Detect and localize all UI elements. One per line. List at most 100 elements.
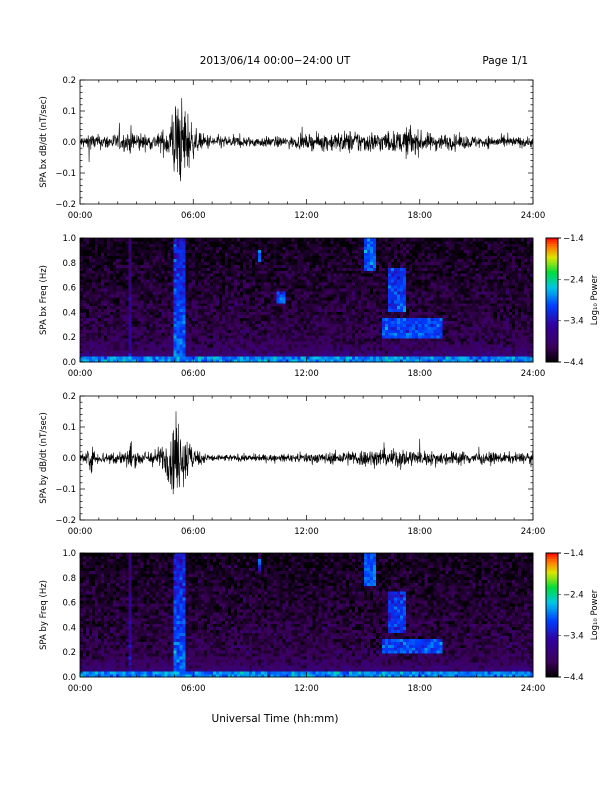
heat-cell <box>321 344 325 348</box>
heat-cell <box>86 317 90 321</box>
heat-cell <box>110 350 114 354</box>
heat-cell <box>372 353 377 357</box>
heat-cell <box>360 300 365 304</box>
heat-cell <box>339 279 344 283</box>
heat-cell <box>194 273 199 277</box>
heat-cell <box>415 261 419 265</box>
heat-cell <box>191 335 196 339</box>
heat-cell <box>378 276 383 280</box>
heat-cell <box>427 285 431 289</box>
heat-cell <box>348 238 353 242</box>
heat-cell <box>80 252 84 257</box>
heat-cell <box>203 246 208 251</box>
heat-cell <box>149 308 153 313</box>
heat-cell <box>237 302 241 307</box>
heat-cell <box>424 238 428 242</box>
heat-cell <box>92 246 96 251</box>
heat-cell <box>357 302 362 307</box>
heat-cell <box>330 240 334 245</box>
heat-cell <box>258 282 262 286</box>
heat-cell <box>237 300 241 304</box>
heat-cell <box>173 249 177 254</box>
heat-cell <box>333 344 337 348</box>
heat-cell <box>427 273 431 277</box>
heat-cell <box>406 249 410 254</box>
heat-cell <box>137 347 141 351</box>
heat-cell <box>128 300 132 304</box>
heat-cell <box>258 332 262 336</box>
heat-cell <box>267 261 271 265</box>
heat-cell <box>369 282 374 286</box>
heat-cell <box>258 300 262 304</box>
heat-cell <box>173 255 177 259</box>
heat-cell <box>276 323 280 327</box>
heat-cell <box>170 359 174 363</box>
heat-cell <box>378 285 383 289</box>
heat-cell <box>203 353 208 357</box>
heat-cell <box>95 353 99 357</box>
heat-cell <box>167 258 171 262</box>
heat-cell <box>240 270 244 274</box>
heat-cell <box>104 314 108 319</box>
heat-cell <box>203 270 208 274</box>
x-tick-label: 18:00 <box>408 211 433 221</box>
heat-cell <box>83 338 87 342</box>
heat-cell <box>303 285 307 289</box>
heat-cell <box>231 243 235 248</box>
heat-cell <box>388 249 392 254</box>
heat-cell <box>125 270 129 274</box>
heat-cell <box>255 344 259 348</box>
heat-cell <box>279 359 283 363</box>
heat-cell <box>122 279 126 283</box>
heat-cell <box>170 267 174 271</box>
heat-cell <box>378 344 383 348</box>
heat-cell <box>276 285 280 289</box>
heat-cell <box>409 297 413 301</box>
heat-cell <box>158 311 162 316</box>
heat-cell <box>303 347 307 351</box>
heat-cell <box>167 317 171 321</box>
heat-cell <box>385 261 389 265</box>
heat-cell <box>255 267 259 271</box>
heat-cell <box>155 302 159 307</box>
heat-cell <box>224 335 229 339</box>
heat-cell <box>427 356 431 360</box>
heat-cell <box>342 288 347 292</box>
heat-cell <box>128 344 132 348</box>
heat-cell <box>224 282 229 286</box>
heat-cell <box>288 300 292 304</box>
heat-cell <box>161 273 165 277</box>
heat-cell <box>415 359 419 363</box>
heat-cell <box>297 332 301 336</box>
heat-cell <box>83 273 87 277</box>
heat-cell <box>300 252 304 257</box>
heat-cell <box>86 240 90 245</box>
heat-cell <box>104 288 108 292</box>
heat-cell <box>237 317 241 321</box>
heat-cell <box>107 273 111 277</box>
heat-cell <box>170 264 174 268</box>
heat-cell <box>424 288 428 292</box>
heat-cell <box>101 332 105 336</box>
heat-cell <box>125 288 129 292</box>
heat-cell <box>306 243 310 248</box>
heat-cell <box>237 249 241 254</box>
heat-cell <box>164 297 168 301</box>
heat-cell <box>366 335 371 339</box>
heat-cell <box>385 285 389 289</box>
heat-cell <box>128 282 132 286</box>
heat-cell <box>152 347 156 351</box>
heat-cell <box>273 238 277 242</box>
heat-cell <box>291 255 295 259</box>
heat-cell <box>110 276 114 280</box>
heat-cell <box>152 314 156 319</box>
heat-cell <box>128 264 132 268</box>
heat-cell <box>212 341 217 345</box>
heat-cell <box>391 246 395 251</box>
heat-cell <box>336 288 341 292</box>
heat-cell <box>385 335 389 339</box>
heat-cell <box>89 305 93 310</box>
heat-cell <box>110 297 114 301</box>
heat-cell <box>215 273 220 277</box>
heat-cell <box>312 273 316 277</box>
